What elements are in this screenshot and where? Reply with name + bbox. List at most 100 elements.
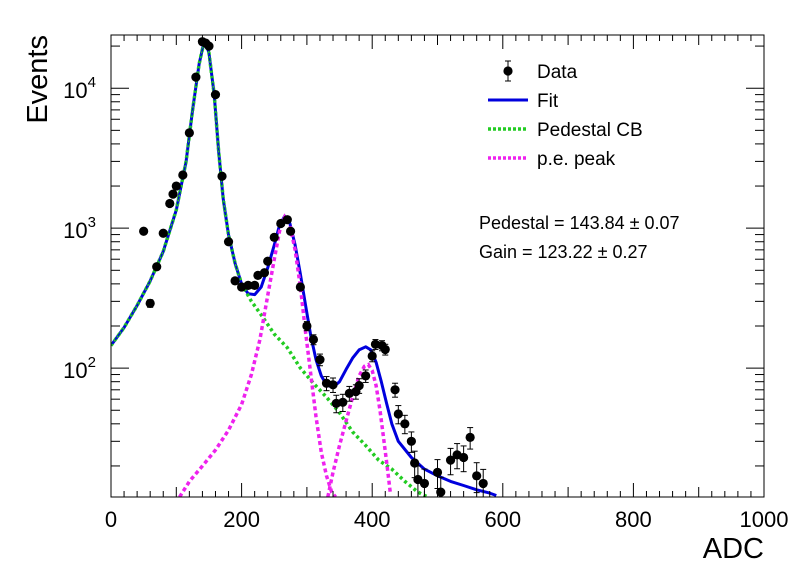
data-point [237,282,247,292]
data-marker [263,256,273,266]
x-tick-label: 800 [615,507,652,532]
data-marker [171,181,181,191]
y-tick-label: 102 [63,354,96,383]
data-point [445,447,456,476]
data-marker [282,215,292,225]
data-marker [328,380,338,390]
data-point [184,128,194,138]
data-marker [338,397,348,407]
data-point [204,41,214,51]
data-marker [250,280,260,291]
data-marker [191,72,201,82]
data-marker [178,170,188,180]
data-point [158,228,168,238]
data-marker [445,455,456,465]
data-point [410,450,420,479]
data-marker [406,436,416,446]
pe-peak-line-2 [326,362,393,497]
x-tick-label: 200 [223,507,260,532]
data-marker [295,282,305,292]
legend-label: Fit [537,91,559,112]
data-point [168,189,178,199]
data-marker [459,452,469,463]
data-marker [152,262,162,272]
data-point [230,276,240,286]
data-point [380,343,390,356]
data-marker [158,228,168,238]
data-point [191,72,201,82]
data-point [263,256,273,266]
data-marker [393,409,403,419]
fit-line [111,38,497,497]
data-marker [419,478,430,489]
data-point [354,378,364,394]
data-marker [302,321,312,331]
data-marker [139,226,149,236]
data-marker [168,189,178,199]
data-marker [259,268,270,278]
data-point [250,280,260,291]
data-point [472,462,482,494]
data-marker [308,334,319,345]
data-point [315,353,325,367]
data-point [210,90,221,100]
data-point [432,459,443,490]
data-marker [361,371,371,381]
data-point [393,405,403,425]
data-marker [223,237,234,247]
legend-label: p.e. peak [537,149,616,170]
axes: 0 200 400 600 800 1000 102 103 104 [63,35,788,532]
data-point [295,282,305,292]
fit-annotations: Pedestal = 143.84 ± 0.07 Gain = 123.22 ± … [479,213,680,262]
data-marker [465,432,475,442]
data-point [367,350,377,363]
data-point [282,215,292,225]
data-point [145,298,155,309]
data-marker [367,351,377,361]
data-point [390,382,400,398]
data-point [259,268,270,278]
x-tick-label: 0 [105,507,117,532]
data-marker [390,385,400,395]
data-point [165,198,175,209]
data-point [243,280,253,291]
pedestal-cb-line-overlay [111,37,243,346]
data-marker [432,467,443,477]
data-marker [436,487,446,497]
data-point [478,468,488,497]
legend: Data Fit Pedestal CB p.e. peak [488,60,643,170]
data-point [459,445,469,473]
data-point [285,226,296,236]
data-point [178,170,188,180]
data-point [152,262,162,272]
data-point [269,232,279,242]
data-point [223,237,234,247]
data-marker [184,128,194,138]
fit-curves [111,35,497,497]
data-point [361,369,371,383]
y-tick-label: 103 [63,214,96,243]
data-marker [315,355,325,365]
data-marker [243,280,253,291]
pe-peak-line-1 [178,213,337,497]
data-marker [204,41,214,51]
data-marker [217,171,227,181]
legend-entry: Fit [488,91,559,112]
data-marker [145,298,155,309]
x-axis-label: ADC [703,533,764,565]
data-points [139,37,488,497]
legend-entry: Data [503,60,578,83]
data-point [465,427,475,450]
y-axis-label: Events [22,35,54,124]
fit-annotation: Pedestal = 143.84 ± 0.07 [479,213,680,233]
data-marker [165,198,175,209]
x-tick-label: 600 [484,507,521,532]
y-tick-label: 104 [63,74,96,103]
legend-marker [503,66,513,76]
plot-frame [110,34,765,498]
data-marker [478,478,488,489]
legend-label: Data [537,62,578,83]
data-marker [380,344,390,355]
fit-annotation: Gain = 123.22 ± 0.27 [479,242,648,262]
